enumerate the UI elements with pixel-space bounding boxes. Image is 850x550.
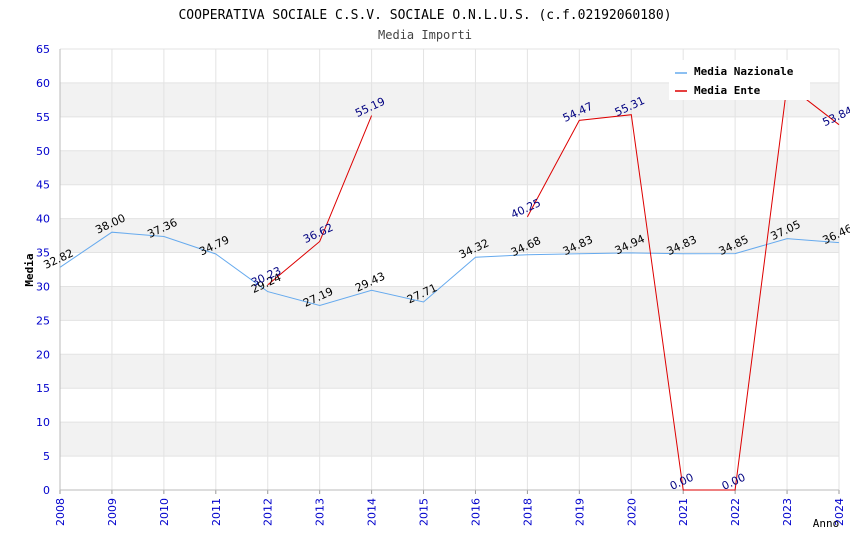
plot-band: [60, 150, 839, 185]
x-tick-label: 2021: [677, 498, 690, 526]
legend-label-media-nazionale: Media Nazionale: [694, 65, 794, 78]
y-tick-label: 45: [36, 179, 50, 192]
x-tick-label: 2020: [625, 498, 638, 526]
y-axis-label: Media: [23, 253, 36, 286]
x-tick-label: 2018: [521, 498, 534, 526]
chart-subtitle: Media Importi: [378, 28, 472, 42]
x-tick-label: 2014: [366, 498, 379, 526]
y-tick-labels: 0 5 10 15 20 25 30 35 40 45 50 55 60 65: [36, 43, 50, 497]
legend-label-media-ente: Media Ente: [694, 84, 761, 97]
y-tick-label: 50: [36, 145, 50, 158]
y-tick-label: 0: [43, 484, 50, 497]
x-tick-label: 2022: [729, 498, 742, 526]
y-tick-label: 5: [43, 450, 50, 463]
x-tick-label: 2016: [469, 498, 482, 526]
x-tick-label: 2019: [573, 498, 586, 526]
x-tick-label: 2024: [833, 498, 846, 526]
series-line-media-nazionale: [59, 231, 840, 307]
y-tick-label: 40: [36, 213, 50, 226]
x-tick-label: 2009: [106, 498, 119, 526]
y-tick-label: 25: [36, 314, 50, 327]
plot-band: [60, 286, 839, 321]
x-tick-label: 2015: [418, 498, 431, 526]
plot-bands: [60, 82, 839, 457]
x-tick-label: 2012: [262, 498, 275, 526]
x-tick-labels: 2008 2009 2010 2011 2012 2013 2014 2015 2016 2018…: [54, 498, 846, 526]
x-tick-label: 2023: [781, 498, 794, 526]
legend-box: [669, 60, 810, 100]
plot-band: [60, 218, 839, 253]
y-tick-label: 60: [36, 77, 50, 90]
y-tick-label: 35: [36, 247, 50, 260]
x-tick-label: 2013: [314, 498, 327, 526]
x-tick-label: 2011: [210, 498, 223, 526]
legend: Media Nazionale Media Ente: [669, 60, 810, 100]
y-tick-label: 15: [36, 382, 50, 395]
y-tick-label: 65: [36, 43, 50, 56]
plot-band: [60, 354, 839, 389]
x-axis-label: Anno: [813, 517, 840, 530]
y-tick-label: 55: [36, 111, 50, 124]
y-tick-label: 10: [36, 416, 50, 429]
series-line-media-ente: [267, 115, 373, 286]
plot-band: [60, 422, 839, 457]
y-tick-label: 20: [36, 348, 50, 361]
x-tick-label: 2008: [54, 498, 67, 526]
x-tick-label: 2010: [158, 498, 171, 526]
chart-title: COOPERATIVA SOCIALE C.S.V. SOCIALE O.N.L…: [178, 8, 671, 23]
y-tick-label: 30: [36, 280, 50, 293]
